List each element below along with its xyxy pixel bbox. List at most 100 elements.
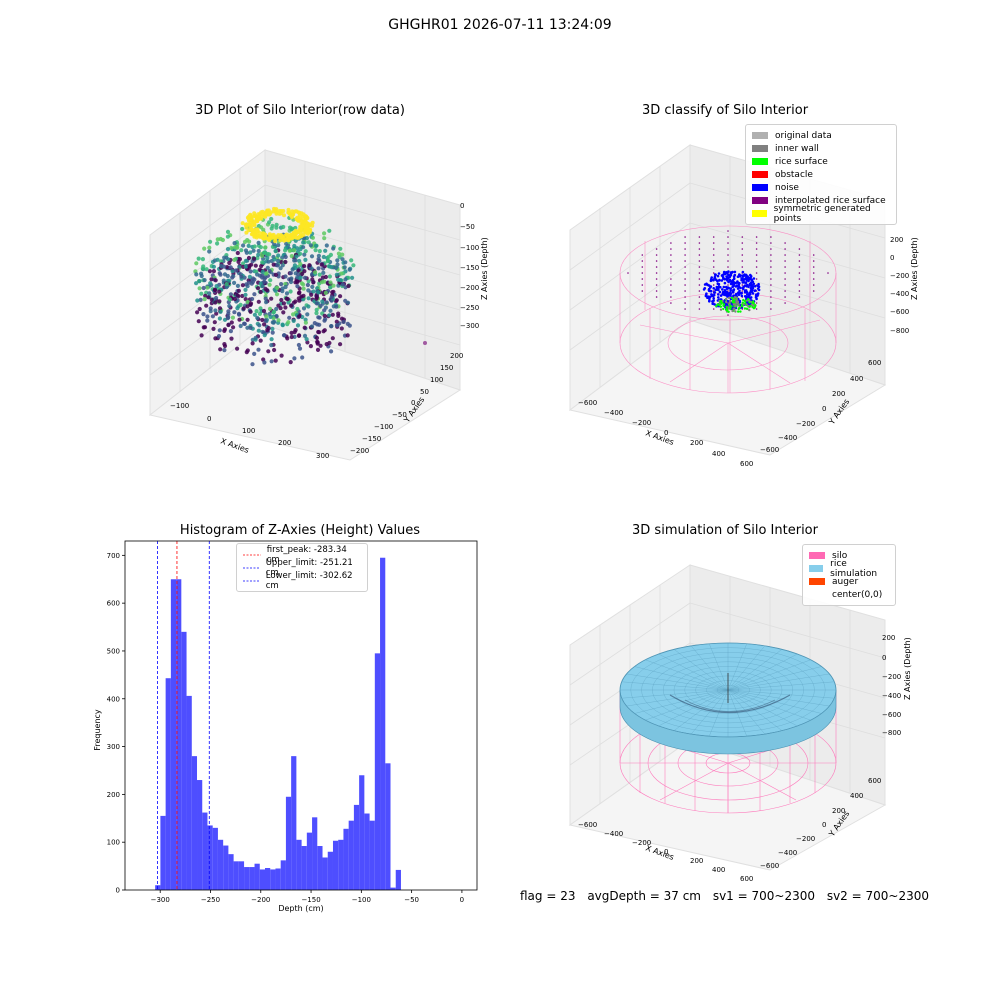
- raw-point: [291, 318, 296, 323]
- classify-noise-point: [715, 288, 718, 291]
- classify-interpolated-point: [798, 290, 801, 292]
- classify-noise-point: [738, 273, 741, 276]
- raw-point: [283, 305, 288, 310]
- raw-point: [308, 243, 313, 248]
- classify-interpolated-point: [770, 278, 772, 280]
- raw-point: [268, 211, 272, 216]
- raw-point: [258, 211, 262, 216]
- raw-point: [313, 248, 318, 253]
- raw-point: [313, 243, 319, 248]
- classify-rice-point: [742, 298, 745, 302]
- raw-point: [311, 280, 316, 285]
- raw-point: [317, 322, 322, 327]
- raw-point: [351, 263, 356, 268]
- svg-text:0: 0: [822, 405, 826, 413]
- legend-item: first_peak: -283.34 cm: [243, 544, 347, 565]
- raw-point: [296, 268, 301, 273]
- classify-noise-point: [706, 296, 709, 299]
- raw-point: [289, 236, 294, 241]
- raw-point: [272, 242, 277, 247]
- raw-point: [316, 290, 321, 295]
- raw-point: [298, 227, 303, 232]
- raw-point: [310, 235, 315, 240]
- classify-noise-point: [703, 283, 707, 286]
- raw-point: [258, 338, 263, 343]
- classify-interpolated-point: [641, 284, 644, 286]
- raw-point: [350, 275, 355, 280]
- raw-point: [240, 221, 245, 226]
- raw-point: [318, 343, 323, 348]
- raw-point: [300, 355, 305, 360]
- raw-point: [301, 232, 306, 237]
- svg-text:−300: −300: [460, 322, 479, 330]
- simulation-mesh-spoke: [658, 689, 729, 727]
- raw-point: [287, 315, 292, 320]
- histogram-bar: [322, 857, 328, 890]
- simulation-mesh-spoke: [690, 645, 729, 691]
- raw-point: [276, 243, 281, 248]
- raw-point: [301, 286, 306, 291]
- classify-wall-point: [734, 310, 737, 313]
- classify-y-ticks: 600 400 200 0 −200 −400 −600: [760, 359, 881, 454]
- classify-noise-point: [716, 274, 720, 278]
- raw-point: [213, 336, 218, 341]
- raw-point: [217, 289, 222, 294]
- svg-text:600: 600: [868, 359, 881, 367]
- classify-interpolated-point: [712, 308, 715, 310]
- classify-rice-point: [751, 302, 754, 305]
- simulation-mesh-spoke: [709, 689, 729, 737]
- classify-noise-point: [722, 285, 726, 289]
- classify-interpolated-point: [712, 284, 715, 286]
- classify-interpolated-point: [755, 266, 758, 268]
- classify-wall-point: [728, 299, 732, 303]
- raw-point: [303, 257, 308, 262]
- classify-noise-point: [708, 295, 711, 299]
- classify-noise-point: [722, 277, 725, 280]
- raw-plot-title: 3D Plot of Silo Interior(row data): [195, 103, 405, 118]
- raw-point: [243, 287, 248, 292]
- raw-point: [225, 247, 231, 252]
- svg-text:−150: −150: [362, 435, 381, 443]
- raw-point: [207, 291, 212, 296]
- raw-point: [243, 292, 248, 297]
- classify-interpolated-point: [698, 290, 701, 292]
- raw-point: [214, 311, 219, 316]
- raw-point: [319, 262, 324, 267]
- classify-interpolated-point: [741, 248, 744, 250]
- raw-point: [276, 233, 281, 238]
- raw-point: [328, 280, 333, 285]
- legend-item: interpolated rice surface: [752, 194, 890, 207]
- raw-point: [245, 317, 250, 322]
- raw-point: [250, 296, 255, 302]
- raw-point: [311, 289, 316, 294]
- classify-interpolated-point: [741, 236, 744, 238]
- raw-point: [274, 306, 279, 312]
- raw-point: [248, 325, 253, 330]
- svg-text:200: 200: [690, 857, 703, 865]
- raw-point: [339, 326, 344, 331]
- raw-point: [207, 269, 212, 274]
- raw-point: [323, 248, 328, 253]
- raw-point: [237, 317, 242, 322]
- svg-text:400: 400: [712, 866, 725, 874]
- raw-point: [281, 301, 286, 306]
- simulation-mesh-spoke: [727, 649, 783, 691]
- raw-point: [225, 316, 230, 321]
- classify-rice-point: [719, 305, 723, 308]
- simulation-mesh-spoke: [673, 689, 729, 731]
- simulation-mesh-spoke: [621, 681, 729, 691]
- raw-point: [214, 295, 219, 301]
- histogram-y-tick-label: 500: [107, 647, 120, 655]
- raw-point: [230, 315, 235, 320]
- raw-point: [318, 303, 323, 308]
- raw-point: [292, 263, 297, 268]
- raw-point: [239, 248, 244, 253]
- raw-point: [208, 281, 213, 286]
- classify-interpolated-point: [698, 266, 701, 268]
- raw-point: [215, 257, 220, 262]
- raw-point: [301, 306, 307, 311]
- classify-interpolated-point: [727, 242, 729, 244]
- raw-point: [244, 350, 249, 355]
- raw-point: [215, 241, 220, 246]
- raw-point: [305, 215, 309, 220]
